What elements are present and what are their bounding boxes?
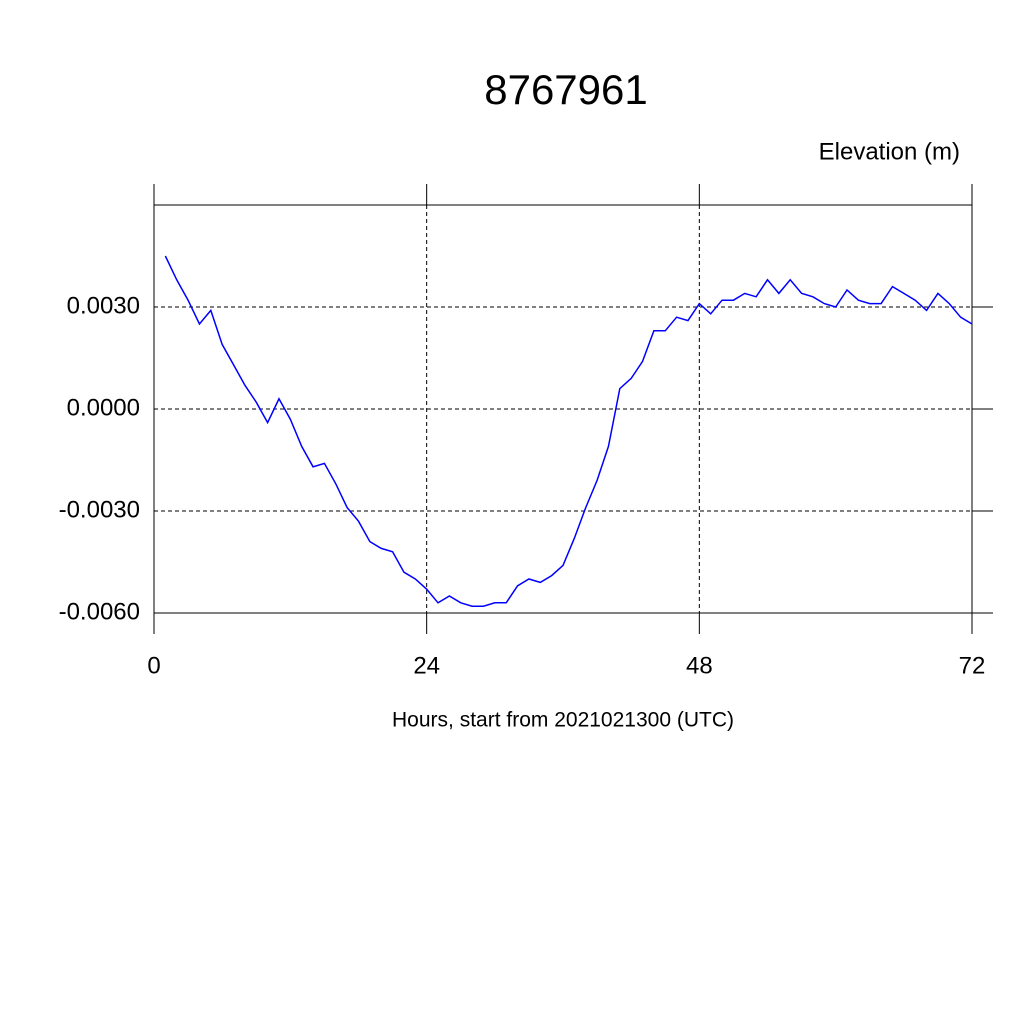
y-tick-label: -0.0030 [59,496,140,523]
y-axis-label: Elevation (m) [819,138,960,165]
x-tick-label: 48 [686,652,713,679]
y-tick-label: 0.0000 [67,394,140,421]
chart-title: 8767961 [484,66,648,113]
data-line [164,255,973,607]
x-tick-label: 0 [147,652,160,679]
y-tick-label: -0.0060 [59,598,140,625]
x-tick-label: 72 [959,652,986,679]
y-tick-label: 0.0030 [67,292,140,319]
plot-frame [153,204,973,614]
x-axis-label: Hours, start from 2021021300 (UTC) [392,709,734,732]
x-tick-label: 24 [413,652,440,679]
